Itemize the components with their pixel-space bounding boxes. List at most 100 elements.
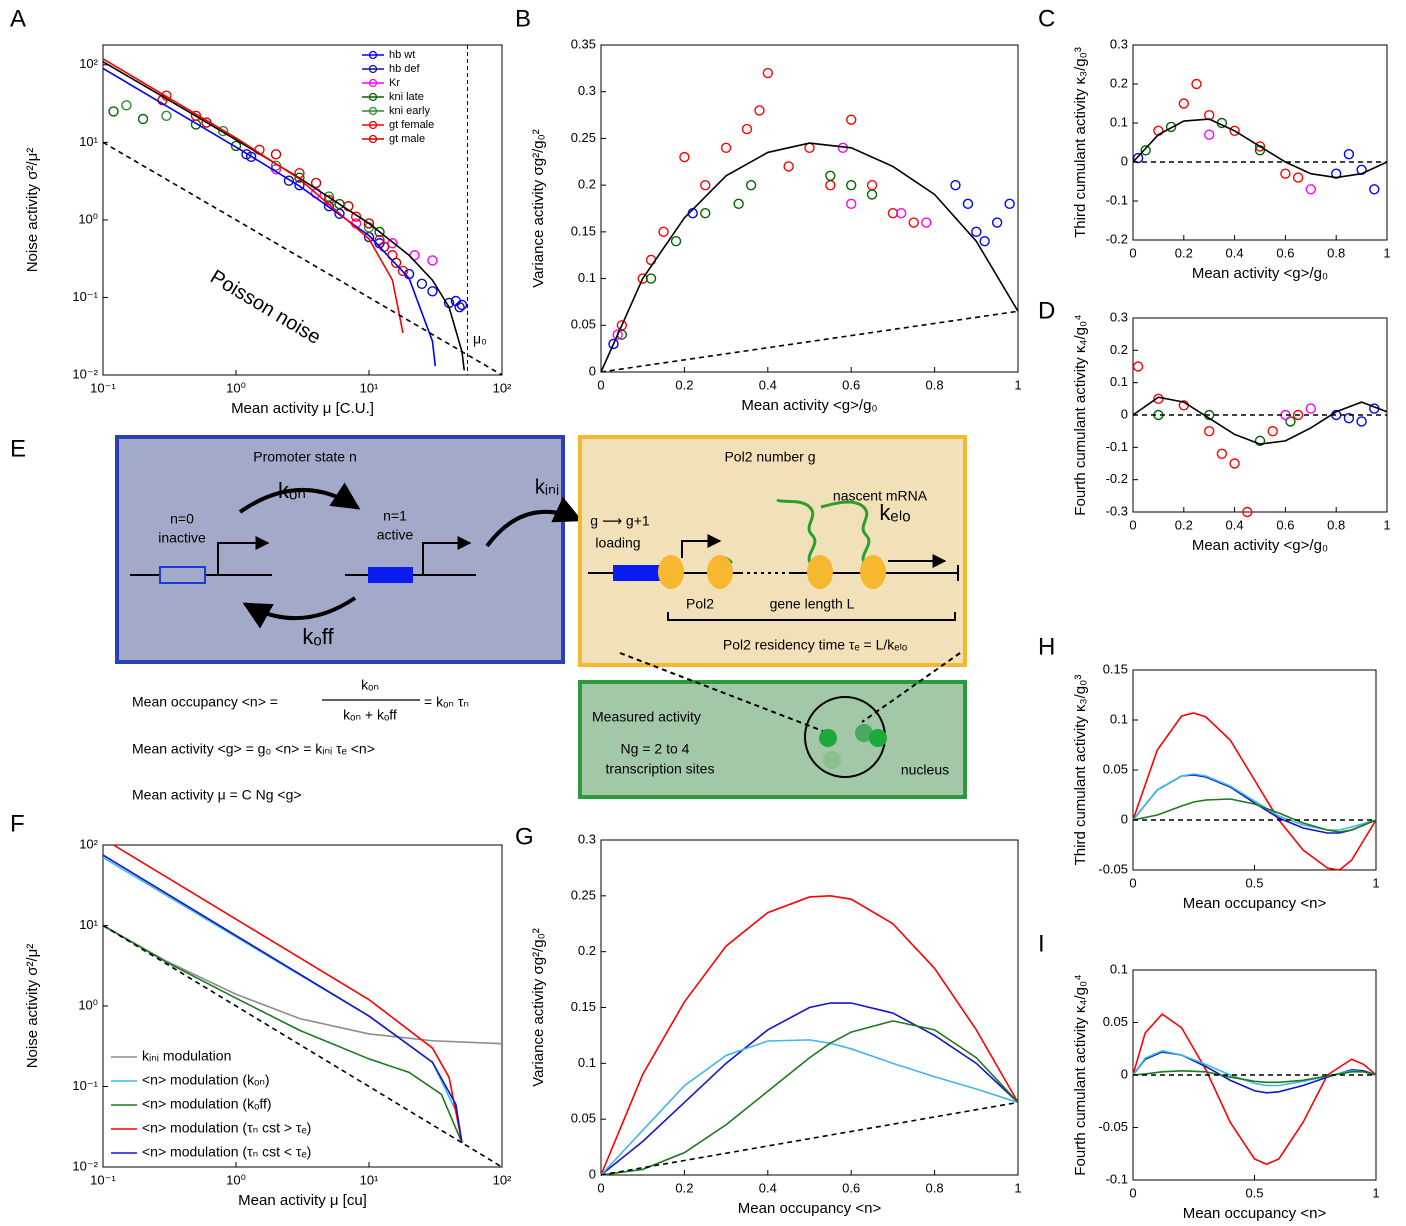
y-tick-label: -0.1 <box>1106 439 1128 454</box>
legend-label: <n> modulation (kₒₙ) <box>142 1072 270 1088</box>
data-point <box>762 67 773 79</box>
data-point <box>427 255 438 266</box>
data-point <box>397 265 409 277</box>
y-tick-label: 0.15 <box>571 999 596 1014</box>
loading-label: g ⟶ g+1 <box>590 513 650 529</box>
promoter-box <box>115 435 565 664</box>
data-point <box>700 179 711 191</box>
y-tick-label: 0.25 <box>571 887 596 902</box>
y-tick-label: -0.2 <box>1106 231 1128 246</box>
x-tick-label: 10⁻¹ <box>90 380 116 395</box>
data-point <box>1203 129 1215 140</box>
arrow <box>485 496 583 548</box>
data-point <box>350 211 362 222</box>
data-point <box>1343 148 1355 160</box>
data-point <box>310 177 322 189</box>
pol2-box <box>578 435 967 667</box>
equation: Mean occupancy <n> = <box>132 694 278 710</box>
promoter-title: Promoter state n <box>253 449 357 465</box>
y-tick-label: 10² <box>79 56 98 71</box>
legend-label: gt female <box>389 119 434 131</box>
data-point <box>645 273 657 284</box>
x-tick-label: 0.8 <box>926 377 944 392</box>
data-point <box>230 140 242 152</box>
data-point <box>846 114 857 125</box>
curve <box>102 854 463 1143</box>
y-tick-label: 0.05 <box>1103 761 1128 776</box>
data-point <box>283 175 295 186</box>
y-tick-label: 0 <box>1121 406 1128 421</box>
data-point <box>720 142 732 153</box>
x-axis-label: Mean occupancy <n> <box>738 1200 882 1217</box>
y-tick-label: 10¹ <box>79 917 98 932</box>
y-tick-label: 10⁰ <box>78 997 98 1012</box>
x-tick-label: 10² <box>493 380 512 395</box>
data-point <box>294 180 305 191</box>
x-tick-label: 0.4 <box>1226 245 1244 260</box>
curve <box>1132 118 1388 179</box>
pol2 <box>807 555 833 589</box>
x-tick-label: 0 <box>1129 517 1136 532</box>
data-point <box>1356 416 1367 427</box>
y-tick-label: 0.2 <box>578 177 596 192</box>
measured-title: Measured activity <box>592 709 701 725</box>
curve <box>102 60 466 371</box>
site <box>823 751 841 769</box>
legend-swatch <box>368 78 378 88</box>
panel-letter: C <box>1038 5 1055 32</box>
data-point <box>754 105 765 116</box>
k-off: kₒff <box>302 624 334 649</box>
y-tick-label: 10⁰ <box>78 211 98 226</box>
data-point <box>1165 121 1177 133</box>
curve <box>1132 798 1377 833</box>
curve <box>1132 1051 1377 1094</box>
data-point <box>416 278 428 289</box>
y-tick-label: 0.2 <box>578 943 596 958</box>
y-tick-label: 10⁻¹ <box>72 289 98 304</box>
equation: kₒₙ <box>361 677 379 693</box>
y-tick-label: 10⁻² <box>72 1158 98 1173</box>
data-point <box>137 113 149 125</box>
data-point <box>991 217 1003 228</box>
x-tick-label: 1 <box>1383 517 1390 532</box>
data-point <box>456 299 468 311</box>
x-tick-label: 0.2 <box>675 1180 693 1195</box>
zoom-line <box>619 652 829 734</box>
curve <box>600 1020 1019 1176</box>
curve <box>102 58 404 333</box>
y-tick-label: 10⁻¹ <box>72 1078 98 1093</box>
data-point <box>1343 413 1355 424</box>
panel-letter: H <box>1038 633 1055 660</box>
site <box>819 729 837 747</box>
y-tick-label: 0.25 <box>571 130 596 145</box>
curve <box>1132 773 1377 831</box>
mrna <box>776 498 817 567</box>
site <box>855 724 873 742</box>
data-point <box>1267 425 1278 437</box>
panel-letter: I <box>1038 930 1045 957</box>
equation: Mean activity μ = C Ng <g> <box>132 787 302 803</box>
data-point <box>1203 425 1215 437</box>
legend-label: hb wt <box>389 49 415 61</box>
x-axis-label: Mean activity <g>/g₀ <box>1192 537 1328 554</box>
data-point <box>846 179 857 191</box>
y-tick-label: 0.3 <box>1110 36 1128 51</box>
y-tick-label: -0.1 <box>1106 192 1128 207</box>
data-point <box>1216 448 1228 459</box>
x-tick-label: 1 <box>1372 1185 1379 1200</box>
axes-frame <box>1132 669 1377 871</box>
curve <box>1132 1050 1377 1087</box>
x-tick-label: 0.8 <box>1327 517 1345 532</box>
x-tick-label: 1 <box>1014 1180 1021 1195</box>
x-tick-label: 0.4 <box>759 377 777 392</box>
data-point <box>1292 172 1304 183</box>
y-tick-label: 0.05 <box>571 1111 596 1126</box>
data-point <box>1305 184 1317 195</box>
data-point <box>825 179 836 191</box>
y-tick-label: -0.2 <box>1106 471 1128 486</box>
k-elo: kₑₗₒ <box>879 500 910 525</box>
arrow <box>242 596 357 629</box>
data-point <box>1242 506 1253 518</box>
y-axis-label: Third cumulant activity κ₃/g₀³ <box>1072 675 1089 866</box>
x-tick-label: 0 <box>1129 245 1136 260</box>
